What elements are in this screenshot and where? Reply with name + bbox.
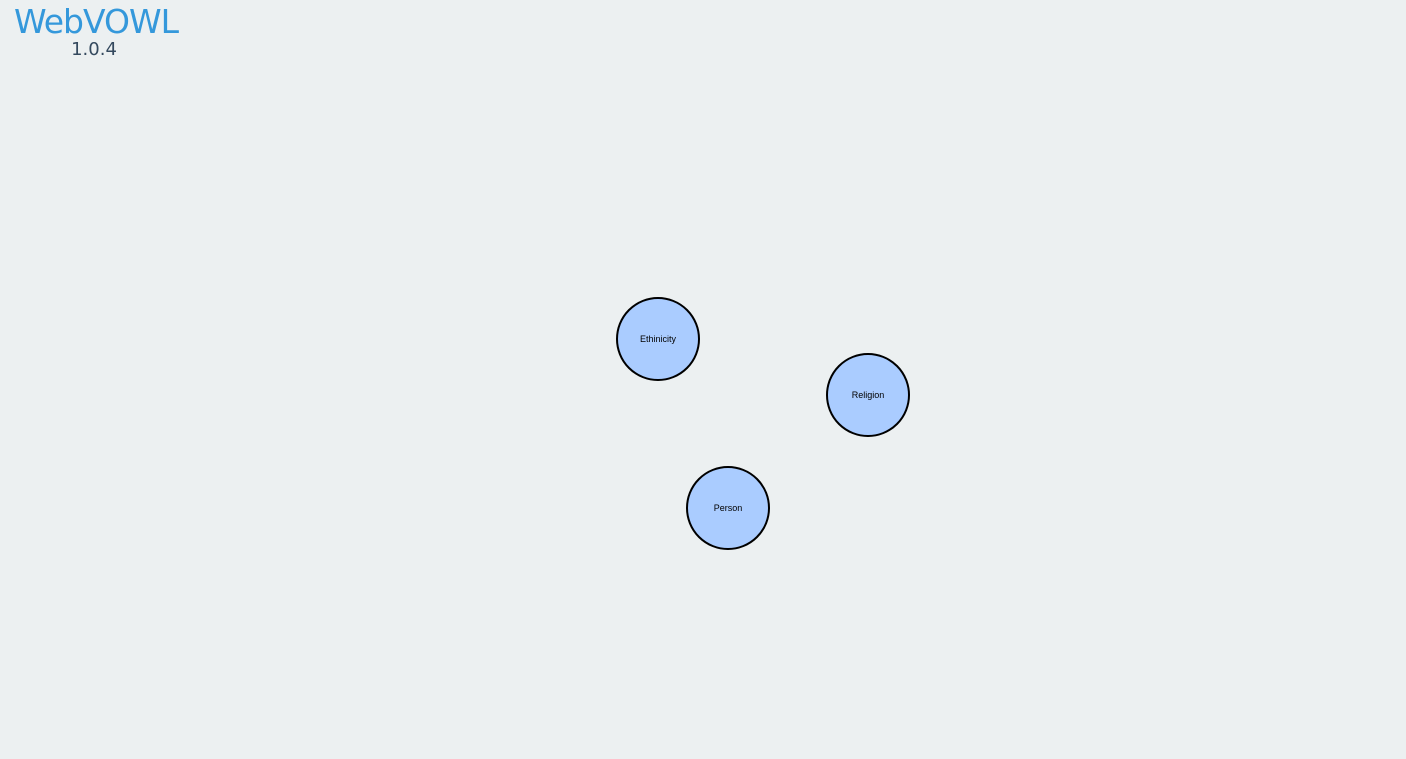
class-node-ethinicity[interactable]: Ethinicity	[616, 297, 700, 381]
class-node-circle[interactable]	[686, 466, 770, 550]
app-title: WebVOWL	[14, 2, 179, 41]
app-version: 1.0.4	[71, 39, 117, 60]
class-node-label: Ethinicity	[640, 334, 677, 344]
class-node-circle[interactable]	[826, 353, 910, 437]
class-node-person[interactable]: Person	[686, 466, 770, 550]
class-node-label: Person	[714, 503, 743, 513]
class-node-religion[interactable]: Religion	[826, 353, 910, 437]
class-node-label: Religion	[852, 390, 885, 400]
class-node-circle[interactable]	[616, 297, 700, 381]
logo: WebVOWL 1.0.4	[13, 2, 179, 59]
